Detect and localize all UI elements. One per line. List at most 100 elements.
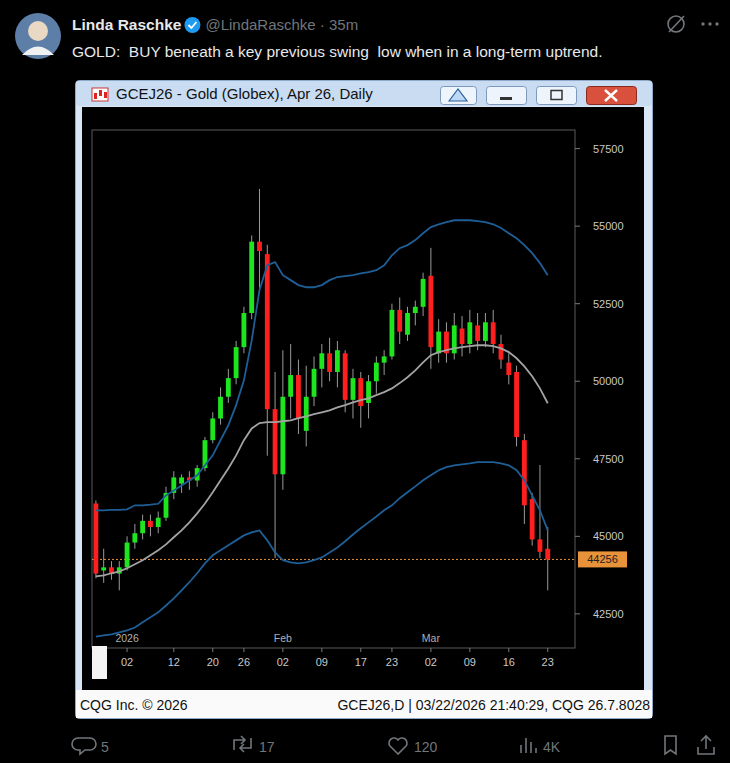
candle-body-down bbox=[428, 276, 433, 347]
avatar bbox=[15, 13, 61, 59]
candle-body-up bbox=[366, 381, 371, 403]
chart-title: GCEJ26 - Gold (Globex), Apr 26, Daily bbox=[116, 85, 373, 102]
candle-body-up bbox=[210, 418, 215, 440]
more-dot[interactable] bbox=[708, 22, 711, 25]
bookmark-icon[interactable] bbox=[665, 736, 676, 754]
title-bar bbox=[76, 81, 652, 106]
author-name: Linda Raschke bbox=[72, 16, 182, 33]
x-tick-label: 26 bbox=[238, 656, 250, 668]
candle-body-up bbox=[234, 347, 239, 378]
alert-icon bbox=[449, 89, 467, 101]
y-tick-label: 50000 bbox=[593, 375, 624, 387]
author-meta: @LindaRaschke · 35m bbox=[205, 16, 358, 33]
month-label: Feb bbox=[274, 632, 292, 644]
candle-body-down bbox=[93, 503, 98, 573]
candle-body-down bbox=[514, 372, 519, 437]
chart-area bbox=[82, 107, 644, 690]
plot-frame bbox=[92, 130, 575, 648]
candle-body-down bbox=[265, 254, 270, 409]
band-line bbox=[96, 345, 548, 576]
candle-body-down bbox=[273, 409, 278, 474]
candle-body-up bbox=[218, 397, 223, 419]
x-tick-label: 09 bbox=[464, 656, 476, 668]
x-tick-label: 02 bbox=[277, 656, 289, 668]
reply-count: 5 bbox=[101, 739, 109, 755]
candle-body-down bbox=[522, 440, 527, 505]
close-button[interactable] bbox=[587, 87, 637, 105]
candle-wick bbox=[181, 474, 182, 493]
reply-icon[interactable] bbox=[72, 738, 96, 754]
x-tick bbox=[282, 648, 283, 652]
scroll-box[interactable] bbox=[92, 646, 107, 679]
alert-button[interactable] bbox=[441, 87, 477, 105]
candle-body-up bbox=[241, 313, 246, 347]
x-tick-label: 02 bbox=[425, 656, 437, 668]
candle-body-up bbox=[467, 322, 472, 344]
x-tick-label: 17 bbox=[355, 656, 367, 668]
like-icon[interactable] bbox=[389, 738, 407, 754]
price-label: 44256 bbox=[587, 553, 618, 565]
verified-badge bbox=[184, 17, 200, 33]
x-tick bbox=[430, 648, 431, 652]
maximize-icon bbox=[551, 91, 562, 100]
x-tick bbox=[391, 648, 392, 652]
candle-body-down bbox=[538, 539, 543, 551]
x-tick bbox=[469, 648, 470, 652]
x-tick bbox=[360, 648, 361, 652]
candle-body-up bbox=[436, 332, 441, 354]
candle-body-up bbox=[351, 378, 356, 400]
maximize-button[interactable] bbox=[537, 87, 577, 105]
candle-body-down bbox=[296, 375, 301, 418]
more-dot[interactable] bbox=[701, 22, 704, 25]
band-line bbox=[96, 462, 548, 636]
x-tick bbox=[243, 648, 244, 652]
candle-body-down bbox=[358, 378, 363, 406]
x-tick-label: 23 bbox=[542, 656, 554, 668]
app-icon-bar bbox=[99, 90, 102, 96]
candle-body-down bbox=[506, 363, 511, 375]
candle-body-down bbox=[545, 549, 550, 560]
candle-body-up bbox=[132, 533, 137, 542]
price-line bbox=[92, 559, 575, 560]
candle-body-up bbox=[483, 322, 488, 341]
minimize-button[interactable] bbox=[487, 87, 527, 105]
avatar-body bbox=[22, 47, 54, 56]
candle-body-up bbox=[226, 378, 231, 397]
window-frame bbox=[76, 81, 653, 719]
x-tick bbox=[212, 648, 213, 652]
y-tick-label: 55000 bbox=[593, 220, 624, 232]
candle-body-up bbox=[319, 353, 324, 369]
grok-icon[interactable] bbox=[668, 16, 684, 32]
candle-body-down bbox=[530, 499, 535, 539]
x-tick-label: 02 bbox=[121, 656, 133, 668]
background bbox=[0, 0, 730, 763]
candle-body-up bbox=[374, 363, 379, 382]
candle-body-up bbox=[405, 313, 410, 335]
views-icon[interactable] bbox=[521, 738, 536, 753]
x-tick bbox=[508, 648, 509, 652]
y-tick bbox=[575, 458, 580, 459]
plot-marks bbox=[92, 189, 575, 637]
x-tick bbox=[321, 648, 322, 652]
candle-wick bbox=[259, 189, 260, 290]
candle-body-up bbox=[413, 307, 418, 313]
x-tick bbox=[173, 648, 174, 652]
y-tick bbox=[575, 303, 580, 304]
views-count: 4K bbox=[543, 739, 561, 755]
y-tick-label: 52500 bbox=[593, 298, 624, 310]
app-icon bbox=[92, 88, 108, 101]
more-dot[interactable] bbox=[715, 22, 718, 25]
candle-body-up bbox=[140, 521, 145, 533]
candle-body-down bbox=[491, 322, 496, 344]
candle-body-down bbox=[397, 310, 402, 332]
candle-body-up bbox=[382, 356, 387, 362]
repost-icon[interactable] bbox=[234, 736, 251, 752]
post-text: GOLD: BUY beneath a key previous swing l… bbox=[72, 43, 602, 60]
y-tick bbox=[575, 226, 580, 227]
x-tick-label: 16 bbox=[503, 656, 515, 668]
candle-body-up bbox=[280, 397, 285, 475]
y-tick-label: 45000 bbox=[593, 530, 624, 542]
close-icon bbox=[605, 90, 617, 101]
share-icon[interactable] bbox=[698, 736, 714, 754]
repost-count: 17 bbox=[259, 739, 275, 755]
